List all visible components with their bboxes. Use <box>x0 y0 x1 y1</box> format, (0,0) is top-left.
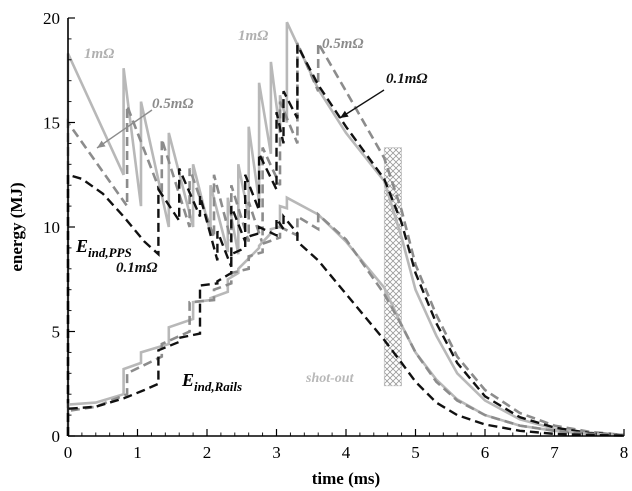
series-line-rails-r01 <box>66 213 625 437</box>
x-tick-label: 6 <box>481 443 490 462</box>
annotation-0.5mohm-top: 0.5mΩ <box>322 36 364 52</box>
shot-out-region <box>383 147 402 387</box>
x-tick-label: 1 <box>133 443 142 462</box>
y-axis-label: energy (MJ) <box>7 182 26 271</box>
annotation-shot-out: shot-out <box>305 371 355 386</box>
arrow-0.1mohm <box>339 89 385 119</box>
x-tick-label: 5 <box>411 443 420 462</box>
y-tick-label: 15 <box>43 114 60 133</box>
x-axis-label: time (ms) <box>312 469 380 488</box>
series-line-pps-r1 <box>66 21 625 437</box>
annotation-0.1mohm-top: 0.1mΩ <box>386 71 428 87</box>
x-tick-label: 3 <box>272 443 281 462</box>
x-tick-label: 7 <box>550 443 559 462</box>
y-tick-label: 10 <box>43 218 60 237</box>
y-tick-label: 0 <box>52 427 61 446</box>
x-tick-label: 2 <box>203 443 212 462</box>
annotation-0.5mohm-left: 0.5mΩ <box>152 96 194 112</box>
arrow-0.1mohm-head <box>340 110 349 118</box>
annotation-1mohm-left: 1mΩ <box>84 46 114 62</box>
series-line-rails-r05 <box>66 211 625 437</box>
annotation-1mohm-top: 1mΩ <box>238 28 268 44</box>
label-e-ind-pps: Eind,PPS <box>75 236 132 260</box>
annotation-0.1mohm-left: 0.1mΩ <box>116 260 158 276</box>
arrow-0.5mohm-head <box>97 140 106 148</box>
y-tick-label: 5 <box>52 323 61 342</box>
arrow-0.5mohm <box>96 109 153 149</box>
x-tick-label: 4 <box>342 443 351 462</box>
series-line-pps-r05 <box>66 38 625 437</box>
y-tick-label: 20 <box>43 9 60 28</box>
series-line-rails-r1 <box>66 195 625 437</box>
series-line-pps-r01 <box>66 44 625 437</box>
label-e-ind-rails: Eind,Rails <box>181 370 242 394</box>
x-tick-label: 0 <box>64 443 73 462</box>
x-tick-label: 8 <box>620 443 629 462</box>
